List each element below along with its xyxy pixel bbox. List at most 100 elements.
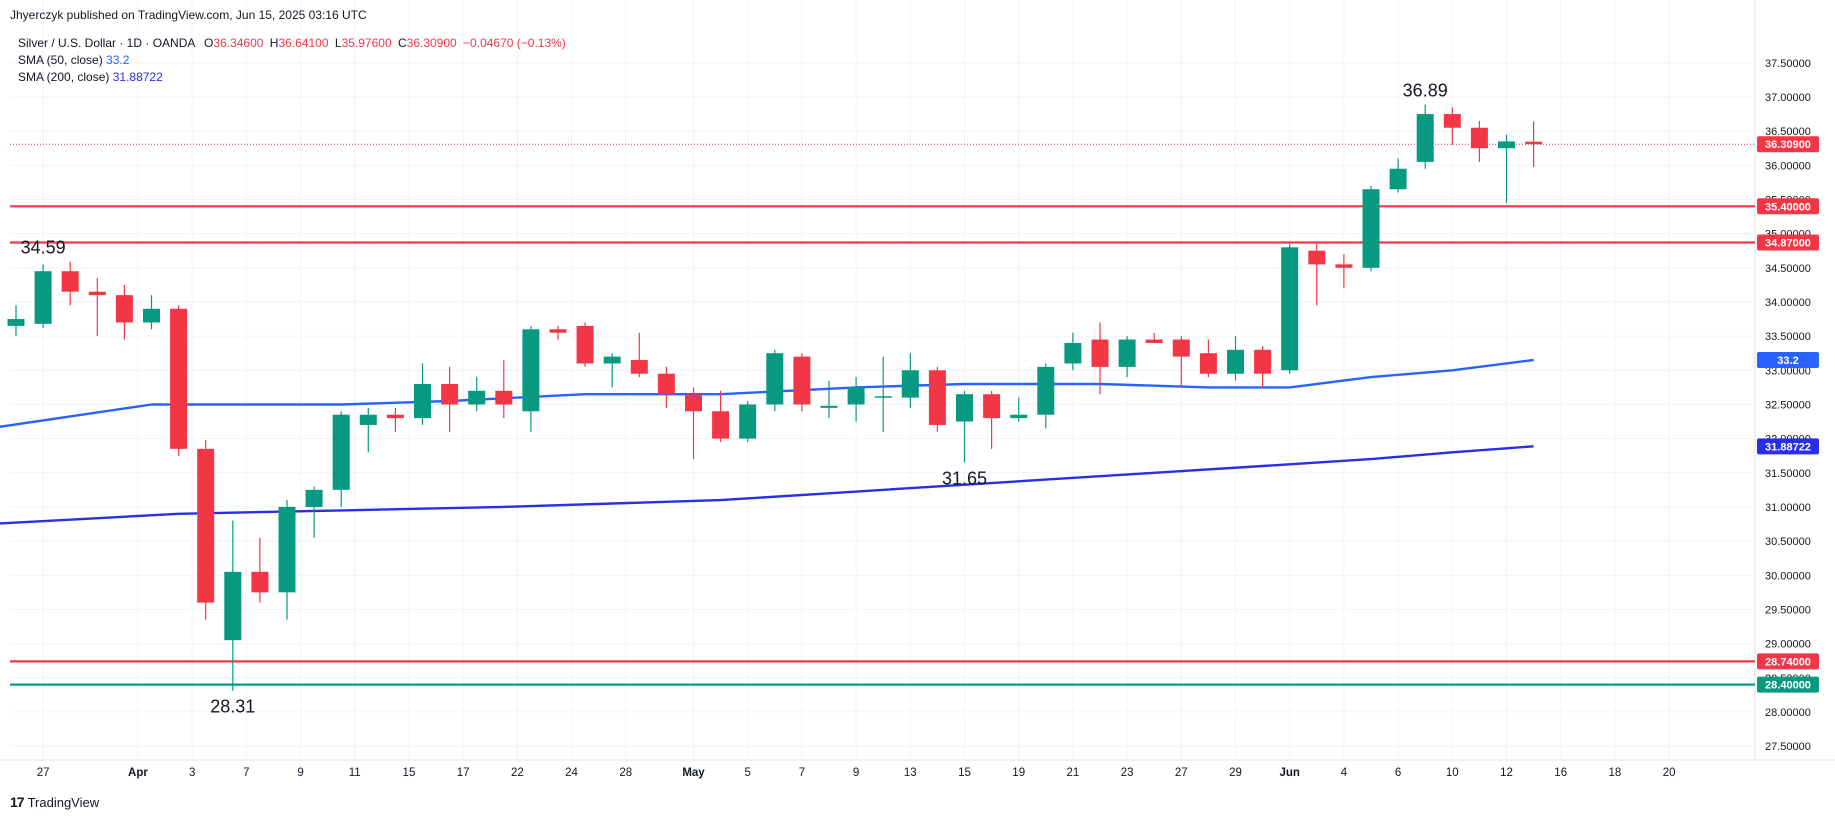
candle	[414, 363, 431, 425]
candle-body	[468, 390, 486, 405]
support-level-tag-label: 28.40000	[1765, 680, 1811, 692]
candle-body	[1389, 168, 1407, 190]
candle-body	[1227, 349, 1244, 374]
x-tick-label: May	[682, 767, 705, 779]
candle-body	[630, 360, 648, 374]
sma50-legend-row[interactable]: SMA (50, close) 33.2	[18, 52, 566, 69]
last-price-tag-label: 36.30900	[1765, 139, 1811, 151]
y-tick-label: 30.50000	[1765, 536, 1811, 548]
candle	[657, 366, 675, 408]
x-tick-label: 11	[349, 767, 361, 779]
symbol-title: Silver / U.S. Dollar · 1D · OANDA	[18, 36, 195, 50]
candle	[983, 390, 1001, 449]
candle	[1064, 332, 1082, 371]
candle-body	[143, 308, 160, 323]
resistance-level-tag-label: 35.40000	[1765, 201, 1811, 213]
x-tick-label: 20	[1663, 767, 1676, 779]
candle-body	[793, 356, 811, 405]
x-tick-label: 23	[1121, 767, 1134, 779]
candle	[1443, 107, 1461, 145]
x-tick-label: 24	[565, 767, 578, 779]
candle	[1498, 134, 1515, 203]
sma200-tag: 31.88722	[1757, 438, 1819, 455]
horizontal-levels	[10, 143, 1755, 686]
change-value: −0.04670 (−0.13%)	[463, 36, 566, 50]
candle-body	[1416, 114, 1434, 162]
candles[interactable]	[7, 104, 1543, 691]
candle-body	[1010, 414, 1028, 419]
candle-body	[332, 414, 350, 490]
last-price-tag-bg	[1757, 136, 1819, 153]
sma200-legend-row[interactable]: SMA (200, close) 31.88722	[18, 69, 566, 86]
candle	[1145, 332, 1163, 343]
candle-body	[1525, 141, 1543, 145]
annotations: 34.59 28.31 31.65 36.89	[21, 81, 1448, 717]
y-tick-label: 34.00000	[1765, 297, 1811, 309]
tradingview-logo-icon: 17	[10, 794, 25, 810]
time-axis[interactable]: 27 Apr 3 7 9 11 15 17 22 24 28 May 5 7 9 13 15 19 21 23 27 29…	[37, 767, 1676, 779]
candle-body	[1172, 339, 1190, 357]
candle-body	[305, 489, 323, 507]
candle-body	[712, 411, 730, 439]
candle-body	[983, 394, 1001, 419]
footer-brand[interactable]: 17 TradingView	[10, 794, 99, 810]
candle	[847, 377, 865, 422]
candle-body	[549, 329, 567, 333]
candle-body	[522, 329, 540, 412]
y-tick-label: 36.50000	[1765, 126, 1811, 138]
y-tick-label: 27.50000	[1765, 741, 1811, 753]
sma50-tag-bg	[1757, 352, 1819, 369]
price-annotation: 36.89	[1403, 81, 1448, 101]
brand-name: TradingView	[27, 794, 100, 810]
candle-body	[685, 394, 702, 412]
x-tick-label: 9	[297, 767, 303, 779]
sma200-tag-label: 31.88722	[1765, 441, 1811, 453]
resistance-level-tag-bg	[1757, 653, 1819, 670]
close-value: 36.30900	[406, 36, 457, 50]
candle-body	[1335, 264, 1353, 268]
candle	[739, 401, 757, 443]
candle	[1525, 121, 1543, 167]
candle	[1470, 120, 1488, 162]
x-tick-label: 3	[189, 767, 195, 779]
resistance-level-tag-label: 28.74000	[1765, 656, 1811, 668]
candle-body	[1362, 189, 1380, 268]
x-tick-label: 12	[1500, 767, 1513, 779]
candle	[1199, 339, 1217, 378]
candle	[1416, 104, 1434, 169]
resistance-level-tag-bg	[1757, 234, 1819, 251]
x-tick-label: 7	[243, 767, 249, 779]
candle-body	[766, 353, 784, 405]
y-tick-label: 31.00000	[1765, 502, 1811, 514]
support-level-tag: 28.40000	[1757, 676, 1819, 693]
price-tags: 36.30900 35.40000 34.87000 28.74000 28.40000…	[1757, 136, 1819, 693]
candle	[1362, 185, 1380, 272]
candle	[956, 390, 973, 463]
x-tick-label: 9	[853, 767, 859, 779]
x-tick-label: 27	[1175, 767, 1188, 779]
price-axis[interactable]: 27.5000028.0000028.5000029.0000029.50000…	[1765, 58, 1811, 753]
y-tick-label: 28.00000	[1765, 707, 1811, 719]
x-tick-label: 4	[1341, 767, 1348, 779]
candle-body	[1308, 250, 1326, 265]
resistance-level-tag-label: 34.87000	[1765, 238, 1811, 250]
candle-body	[874, 396, 892, 398]
candle	[1037, 363, 1055, 429]
candle	[1118, 336, 1136, 378]
sma200-tag-bg	[1757, 438, 1819, 455]
candle-body	[278, 506, 296, 593]
candle	[61, 261, 79, 306]
candle	[549, 325, 567, 340]
x-tick-label: Apr	[128, 767, 148, 779]
candle-body	[576, 325, 594, 364]
candle-body	[1498, 141, 1515, 149]
sma200-label: SMA (200, close)	[18, 70, 110, 84]
candle	[1010, 397, 1028, 422]
candle	[115, 284, 133, 340]
candle	[685, 387, 702, 460]
candle-body	[1281, 247, 1299, 371]
candle-body	[224, 571, 242, 641]
candle	[603, 353, 621, 388]
candle	[441, 366, 459, 432]
